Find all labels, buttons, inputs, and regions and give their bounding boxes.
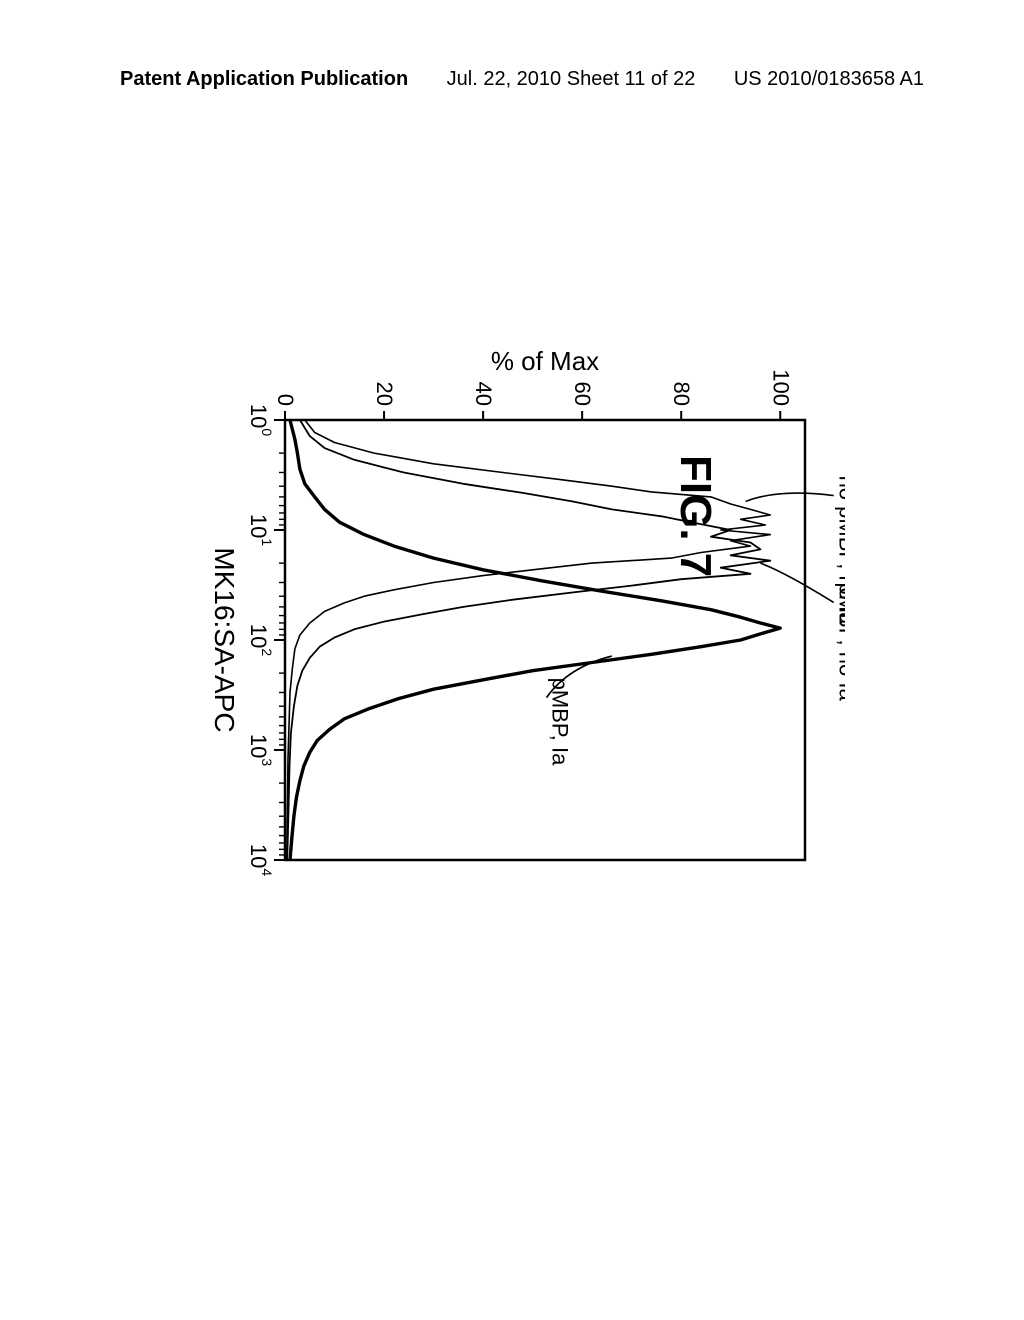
- svg-text:% of Max: % of Max: [491, 350, 599, 376]
- header-right: US 2010/0183658 A1: [734, 68, 924, 91]
- svg-text:20: 20: [372, 382, 397, 406]
- svg-text:104: 104: [246, 844, 275, 876]
- svg-text:0: 0: [273, 394, 298, 406]
- svg-text:103: 103: [246, 734, 275, 766]
- header-center: Jul. 22, 2010 Sheet 11 of 22: [447, 68, 696, 91]
- svg-text:102: 102: [246, 624, 275, 656]
- svg-text:101: 101: [246, 514, 275, 546]
- svg-text:100: 100: [246, 404, 275, 436]
- svg-text:40: 40: [471, 382, 496, 406]
- svg-text:100: 100: [768, 369, 793, 406]
- svg-text:MK16:SA-APC: MK16:SA-APC: [209, 547, 240, 732]
- svg-text:pMBP, no Ia: pMBP, no Ia: [835, 582, 845, 701]
- header-left: Patent Application Publication: [120, 68, 408, 91]
- svg-text:60: 60: [570, 382, 595, 406]
- chart-container: 0 20 40 60 80 100 % of Max 100 101 102 103 104 MK16:…: [145, 350, 845, 910]
- figure-label: FIG. 7: [670, 455, 720, 577]
- svg-text:80: 80: [669, 382, 694, 406]
- flow-cytometry-chart: 0 20 40 60 80 100 % of Max 100 101 102 103 104 MK16:…: [145, 350, 845, 910]
